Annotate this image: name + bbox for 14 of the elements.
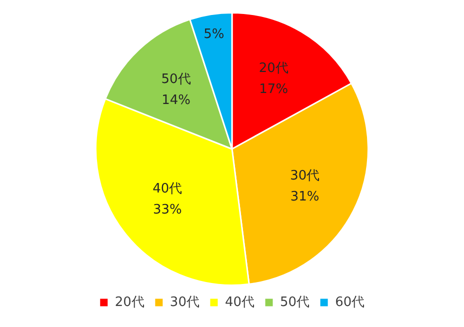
data-label: 31%	[290, 189, 320, 204]
legend-label: 30代	[170, 294, 200, 310]
legend-label: 20代	[114, 294, 144, 310]
slice-label: 30代	[290, 168, 320, 184]
slice-label: 20代	[258, 61, 288, 76]
data-label: 33%	[152, 202, 182, 218]
legend-label: 40代	[224, 294, 255, 310]
data-label: 14%	[162, 92, 190, 108]
slice-label: 40代	[152, 181, 182, 196]
legend-label: 60代	[335, 294, 365, 310]
data-label: 17%	[259, 82, 288, 98]
data-label: 5%	[204, 26, 224, 42]
slice-label: 50代	[161, 72, 191, 87]
legend-label: 50代	[280, 294, 310, 310]
